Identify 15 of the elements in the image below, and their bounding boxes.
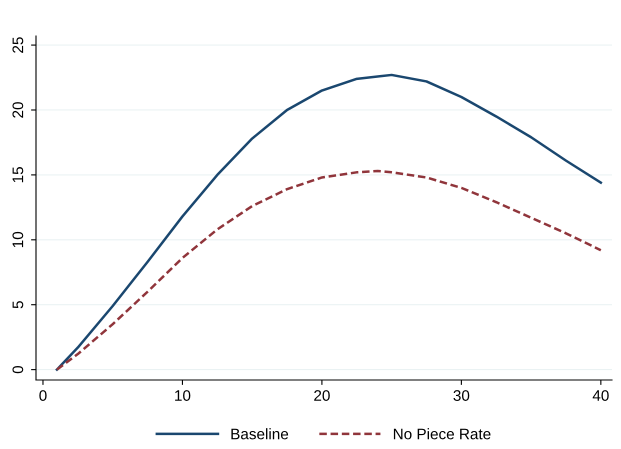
x-tick-label: 10 bbox=[175, 390, 190, 401]
x-tick-label: 0 bbox=[39, 390, 47, 401]
legend-label: No Piece Rate bbox=[394, 428, 490, 440]
y-tick-label: 0 bbox=[12, 366, 24, 374]
y-tick-label: 5 bbox=[12, 301, 24, 308]
y-tick-label: 10 bbox=[12, 232, 24, 248]
y-tick-label: 25 bbox=[12, 37, 24, 53]
y-tick-label: 15 bbox=[12, 167, 24, 182]
line-series bbox=[56, 74, 602, 371]
legend-label: Baseline bbox=[231, 428, 288, 440]
line-series bbox=[56, 170, 602, 371]
x-tick-label: 40 bbox=[592, 390, 609, 401]
y-tick-label: 20 bbox=[12, 102, 24, 118]
x-tick-label: 30 bbox=[453, 390, 470, 401]
x-tick-label: 20 bbox=[314, 390, 330, 401]
